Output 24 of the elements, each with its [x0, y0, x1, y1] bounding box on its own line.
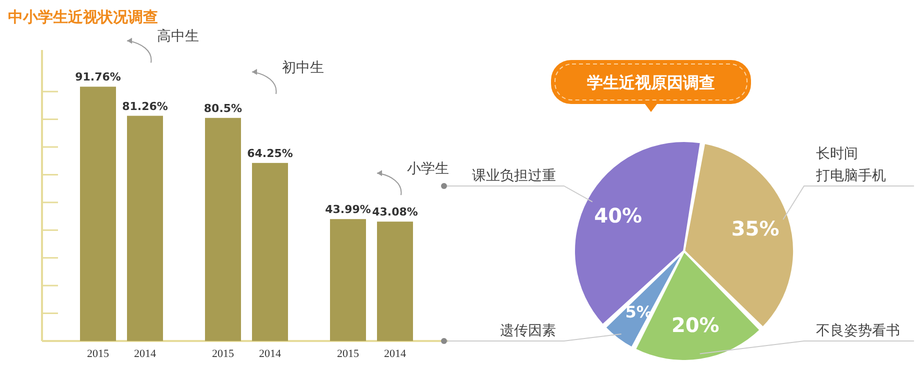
data-label: 43.99% — [325, 203, 371, 216]
data-label: 91.76% — [75, 70, 121, 84]
x-tick-label: 2014 — [259, 348, 282, 360]
slice-label: 课业负担过重 — [472, 168, 556, 184]
data-label: 80.5% — [204, 102, 242, 115]
data-label: 43.08% — [372, 206, 418, 219]
data-label: 40% — [594, 204, 642, 228]
annotation: 小学生 — [407, 161, 449, 178]
chart-title: 中小学生近视状况调查 — [8, 8, 158, 26]
x-tick-label: 2015 — [87, 348, 110, 360]
x-tick-label: 2014 — [384, 348, 406, 360]
slice-label: 遗传因素 — [500, 323, 556, 339]
text: 高中生 — [157, 28, 199, 45]
slice-label: 长时间打电脑手机 — [815, 146, 886, 184]
slice-label: 不良姿势看书 — [816, 323, 900, 339]
x-tick-label: 2015 — [212, 348, 234, 360]
chart-title: 学生近视原因调查 — [587, 73, 715, 92]
data-label: 35% — [731, 216, 780, 240]
data-label: 20% — [671, 312, 720, 337]
annotation: 初中生 — [282, 60, 324, 76]
data-label: 64.25% — [247, 146, 293, 160]
x-tick-label: 2014 — [134, 348, 156, 360]
x-tick-label: 2015 — [337, 348, 360, 360]
data-label: 81.26% — [122, 100, 168, 113]
